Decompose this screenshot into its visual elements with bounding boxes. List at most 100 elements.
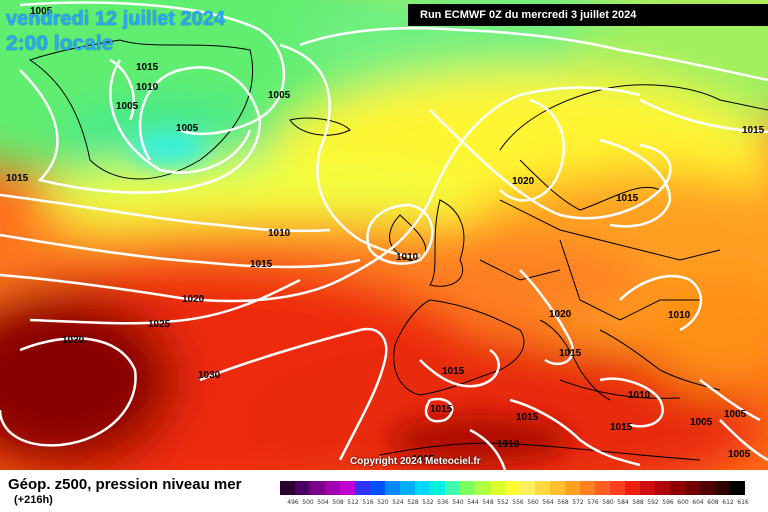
isobar-label: 1025 bbox=[148, 319, 171, 330]
legend-tick: 564 bbox=[542, 499, 554, 506]
legend-swatch bbox=[370, 481, 385, 495]
legend-tick: 560 bbox=[527, 499, 539, 506]
legend-tick: 532 bbox=[422, 499, 434, 506]
legend-swatch bbox=[595, 481, 610, 495]
isobar-label: 1020 bbox=[182, 294, 205, 305]
legend-swatch bbox=[715, 481, 730, 495]
isobar-label: 1010 bbox=[628, 390, 651, 401]
legend-tick: 588 bbox=[632, 499, 644, 506]
legend-swatch bbox=[310, 481, 325, 495]
isobar-label: 1015 bbox=[559, 348, 582, 359]
isobar-labels: 1005 1015 1010 1005 1005 1005 1015 1015 … bbox=[6, 6, 765, 465]
legend-swatch bbox=[385, 481, 400, 495]
isobar-label: 1005 bbox=[30, 6, 53, 17]
isobar-label: 1005 bbox=[728, 449, 751, 460]
isobar-label: 1020 bbox=[549, 309, 572, 320]
legend-swatch bbox=[565, 481, 580, 495]
legend-swatch bbox=[445, 481, 460, 495]
legend-swatch bbox=[340, 481, 355, 495]
legend-swatch bbox=[610, 481, 625, 495]
legend-tick: 572 bbox=[572, 499, 584, 506]
legend-swatch bbox=[535, 481, 550, 495]
legend-tick: 516 bbox=[362, 499, 374, 506]
legend-swatch bbox=[430, 481, 445, 495]
legend-swatch bbox=[295, 481, 310, 495]
isobar-label: 1015 bbox=[430, 404, 453, 415]
copyright: Copyright 2024 Meteociel.fr bbox=[350, 456, 481, 467]
legend-swatch bbox=[505, 481, 520, 495]
legend-tick: 508 bbox=[332, 499, 344, 506]
isobar-label: 1030 bbox=[198, 370, 221, 381]
legend-swatch bbox=[490, 481, 505, 495]
isobar-label: 1005 bbox=[116, 101, 139, 112]
isobar-label: 1010 bbox=[136, 82, 159, 93]
legend-tick: 496 bbox=[287, 499, 299, 506]
legend-tick: 608 bbox=[707, 499, 719, 506]
isobar-label: 1015 bbox=[136, 62, 159, 73]
legend-tick: 528 bbox=[407, 499, 419, 506]
legend-swatch bbox=[280, 481, 295, 495]
legend-tick: 520 bbox=[377, 499, 389, 506]
isobar-label: 1015 bbox=[412, 454, 435, 465]
legend-tick: 512 bbox=[347, 499, 359, 506]
legend-swatch bbox=[400, 481, 415, 495]
isobar-label: 1005 bbox=[176, 123, 199, 134]
isobar-label: 1015 bbox=[442, 366, 465, 377]
legend-swatch bbox=[475, 481, 490, 495]
footer: Géop. z500, pression niveau mer (+216h) … bbox=[0, 470, 768, 512]
isobar-label: 1015 bbox=[6, 173, 29, 184]
isobars bbox=[0, 1, 768, 470]
legend-tick: 504 bbox=[317, 499, 329, 506]
isobar-label: 1010 bbox=[497, 439, 520, 450]
legend-tick: 600 bbox=[677, 499, 689, 506]
legend-swatch bbox=[415, 481, 430, 495]
legend-tick: 612 bbox=[722, 499, 734, 506]
isobar-label: 1030 bbox=[62, 335, 85, 346]
color-legend bbox=[280, 481, 745, 495]
isobar-label: 1015 bbox=[516, 412, 539, 423]
legend-tick: 576 bbox=[587, 499, 599, 506]
isobar-label: 1005 bbox=[268, 90, 291, 101]
isobar-label: 1005 bbox=[724, 409, 747, 420]
legend-swatch bbox=[355, 481, 370, 495]
legend-tick: 500 bbox=[302, 499, 314, 506]
legend-swatch bbox=[685, 481, 700, 495]
legend-tick: 580 bbox=[602, 499, 614, 506]
legend-swatch bbox=[640, 481, 655, 495]
legend-swatch bbox=[460, 481, 475, 495]
map-date: vendredi 12 juillet 2024 bbox=[6, 8, 225, 30]
legend-tick: 616 bbox=[737, 499, 749, 506]
legend-tick: 568 bbox=[557, 499, 569, 506]
map-canvas: 1005 1015 1010 1005 1005 1005 1015 1015 … bbox=[0, 0, 768, 470]
legend-tick: 556 bbox=[512, 499, 524, 506]
legend-swatch bbox=[655, 481, 670, 495]
isobar-label: 1010 bbox=[268, 228, 291, 239]
legend-tick: 548 bbox=[482, 499, 494, 506]
legend-tick: 596 bbox=[662, 499, 674, 506]
legend-tick: 540 bbox=[452, 499, 464, 506]
isobar-label: 1005 bbox=[690, 417, 713, 428]
legend-tick: 544 bbox=[467, 499, 479, 506]
footer-title: Géop. z500, pression niveau mer bbox=[8, 476, 242, 493]
isobar-label: 1015 bbox=[250, 259, 273, 270]
legend-tick: 536 bbox=[437, 499, 449, 506]
legend-swatch bbox=[520, 481, 535, 495]
legend-swatch bbox=[580, 481, 595, 495]
legend-tick: 592 bbox=[647, 499, 659, 506]
isobar-label: 1020 bbox=[512, 176, 535, 187]
isobar-label: 1015 bbox=[610, 422, 633, 433]
legend-swatch bbox=[550, 481, 565, 495]
legend-ticks: 496 500 504 508 512 516 520 524 528 532 536 540 544 5… bbox=[286, 499, 766, 509]
legend-tick: 524 bbox=[392, 499, 404, 506]
isobar-label: 1010 bbox=[668, 310, 691, 321]
legend-swatch bbox=[670, 481, 685, 495]
coastlines bbox=[28, 39, 768, 461]
legend-tick: 552 bbox=[497, 499, 509, 506]
legend-tick: 584 bbox=[617, 499, 629, 506]
isobar-label: 1015 bbox=[742, 125, 765, 136]
isobar-label: 1015 bbox=[616, 193, 639, 204]
map-time: 2:00 locale bbox=[6, 32, 114, 55]
footer-subtitle: (+216h) bbox=[14, 494, 53, 506]
legend-swatch bbox=[700, 481, 715, 495]
isobar-label: 1010 bbox=[396, 252, 419, 263]
